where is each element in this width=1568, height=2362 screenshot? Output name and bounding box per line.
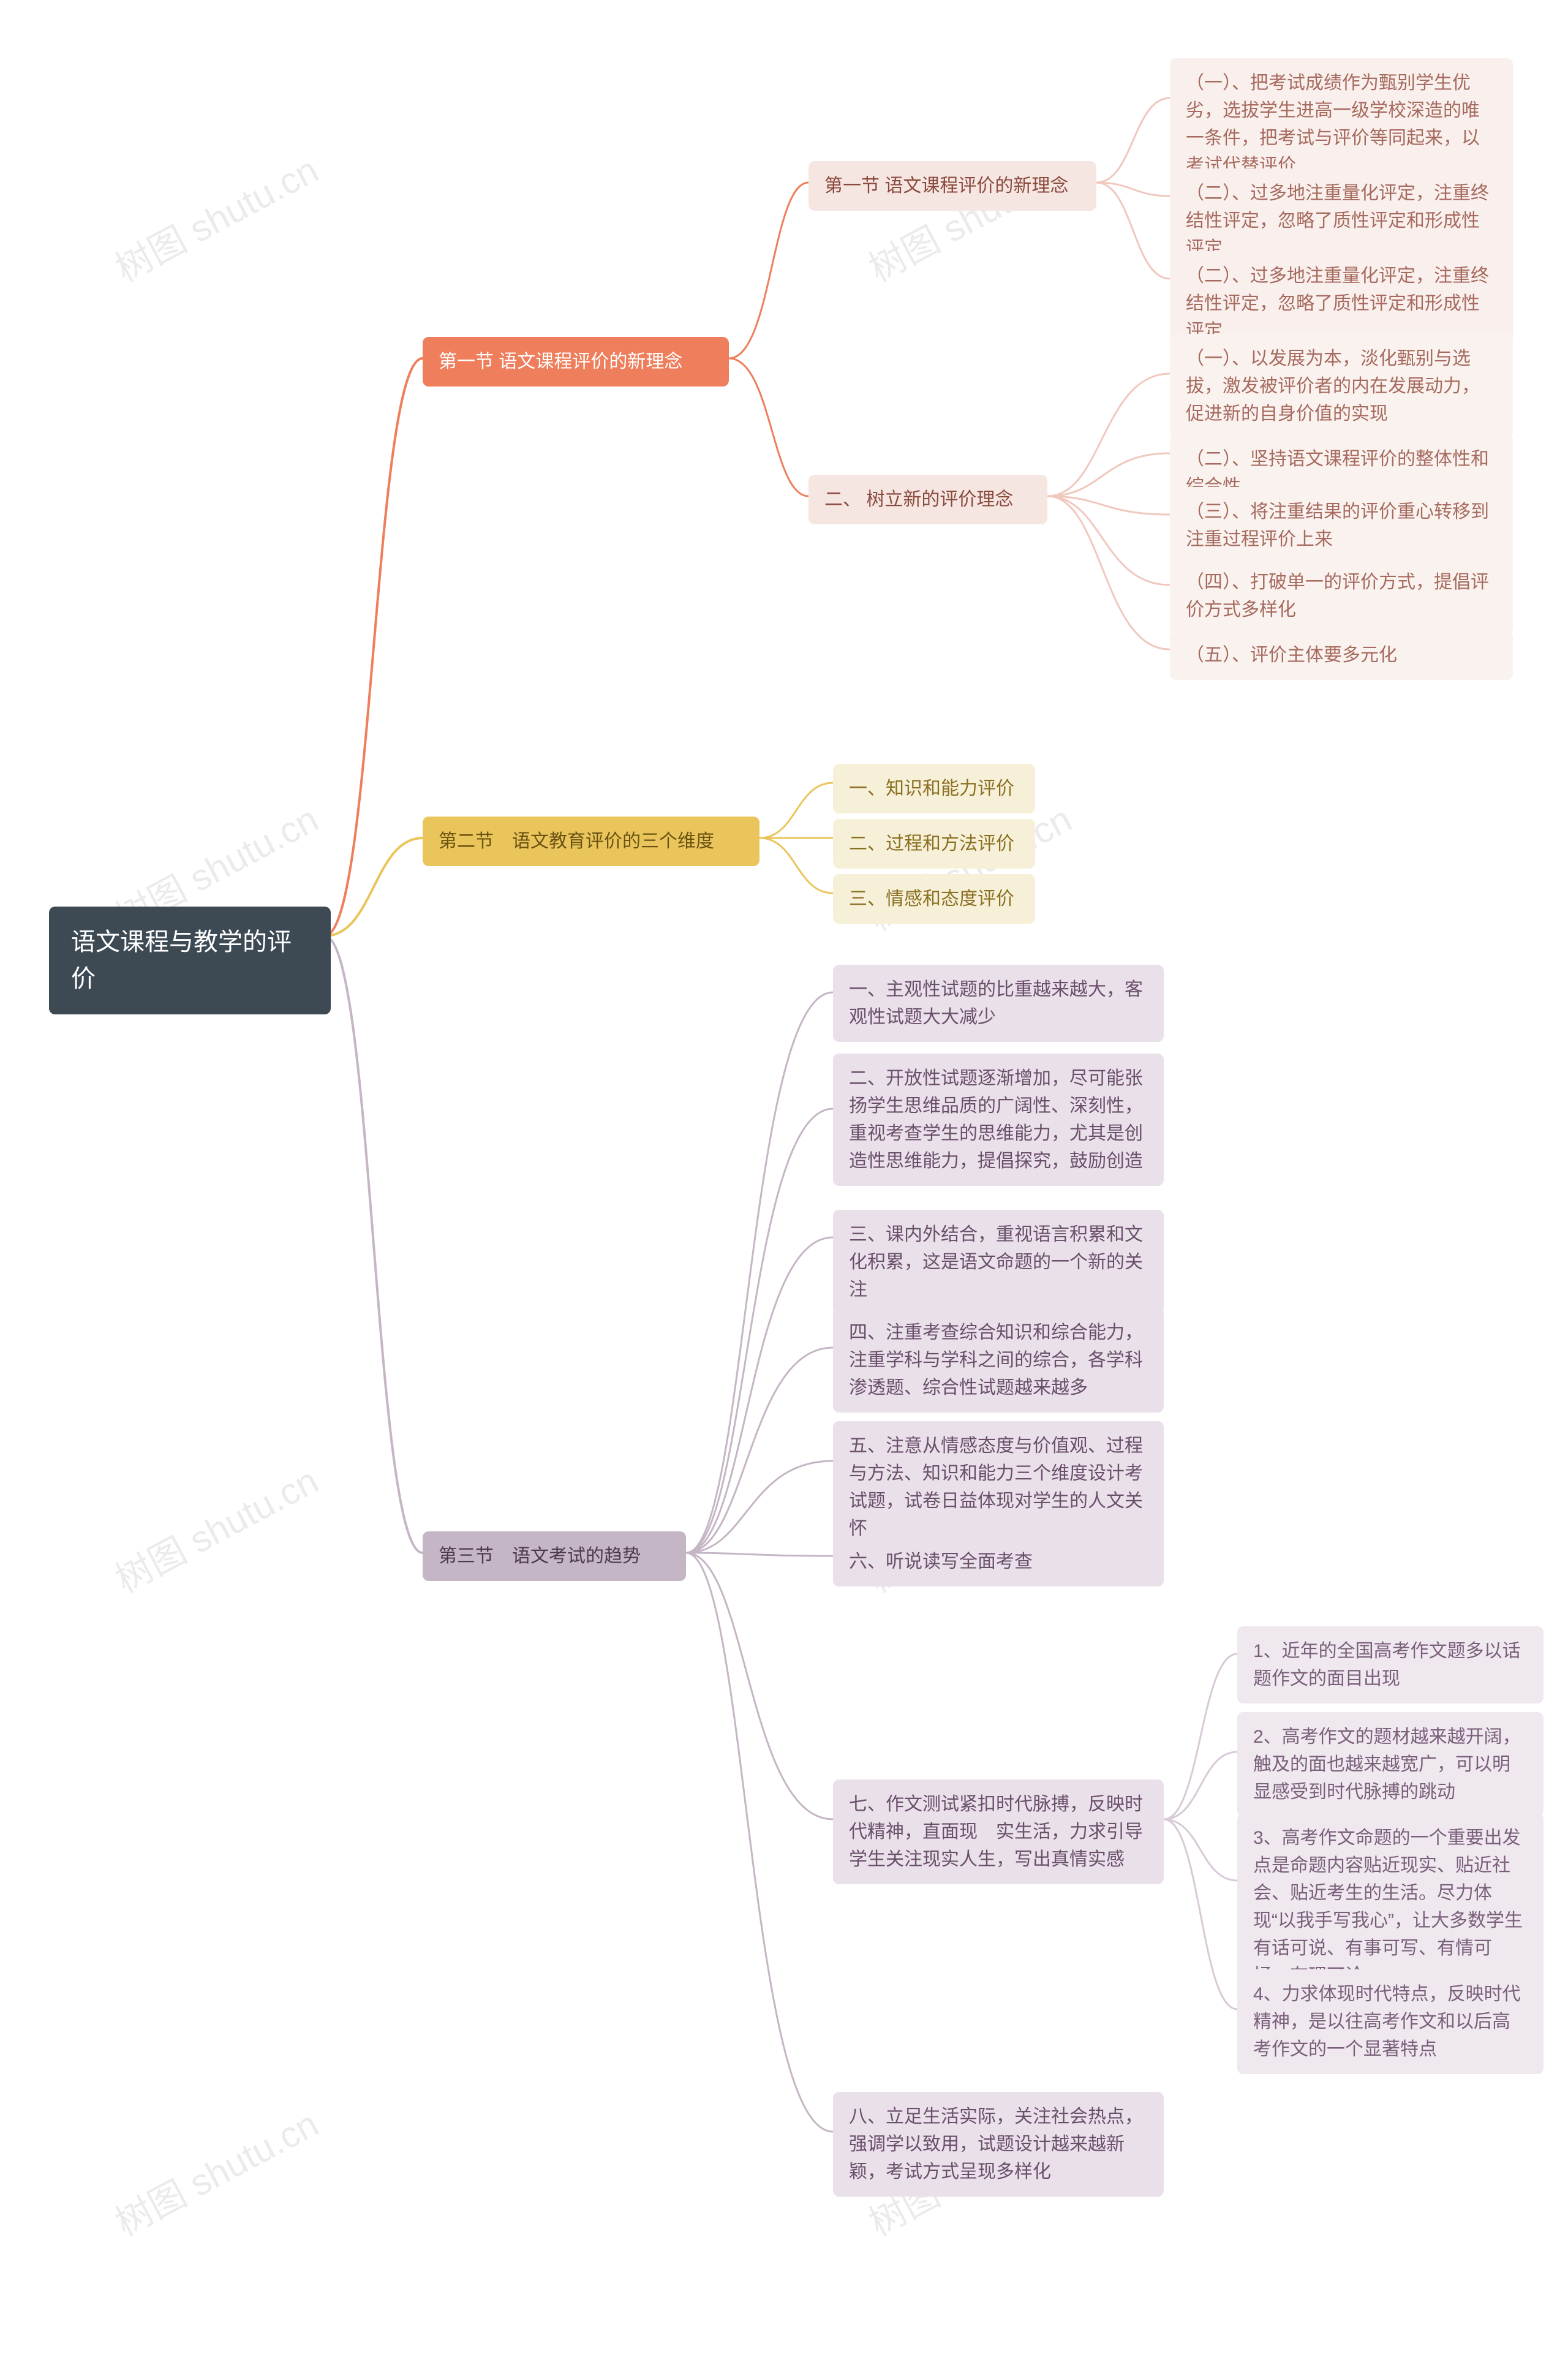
watermark: 树图 shutu.cn — [105, 2095, 326, 2246]
b3-c7-s2[interactable]: 2、高考作文的题材越来越开阔，触及的面也越来越宽广，可以明显感受到时代脉搏的跳动 — [1237, 1712, 1544, 1817]
b3-c4[interactable]: 四、注重考查综合知识和综合能力，注重学科与学科之间的综合，各学科渗透题、综合性试… — [833, 1308, 1164, 1413]
b3-c5[interactable]: 五、注意从情感态度与价值观、过程与方法、知识和能力三个维度设计考试题，试卷日益体… — [833, 1421, 1164, 1553]
b1-sub2-c3[interactable]: （三）、将注重结果的评价重心转移到注重过程评价上来 — [1170, 487, 1513, 564]
b3-c6[interactable]: 六、听说读写全面考查 — [833, 1537, 1164, 1587]
b2-c1[interactable]: 一、知识和能力评价 — [833, 764, 1035, 813]
branch-1[interactable]: 第一节 语文课程评价的新理念 — [423, 337, 729, 387]
mindmap-canvas: 树图 shutu.cn 树图 shutu.cn 树图 shutu.cn 树图 s… — [0, 0, 1568, 2362]
b1-sub2-c1[interactable]: （一）、以发展为本，淡化甄别与选拔，激发被评价者的内在发展动力，促进新的自身价值… — [1170, 334, 1513, 439]
watermark: 树图 shutu.cn — [105, 141, 326, 292]
branch-3[interactable]: 第三节 语文考试的趋势 — [423, 1531, 686, 1581]
b3-c7-s4[interactable]: 4、力求体现时代特点，反映时代精神，是以往高考作文和以后高考作文的一个显著特点 — [1237, 1969, 1544, 2074]
b3-c7[interactable]: 七、作文测试紧扣时代脉搏，反映时代精神，直面现 实生活，力求引导学生关注现实人生… — [833, 1779, 1164, 1884]
b3-c8[interactable]: 八、立足生活实际，关注社会热点，强调学以致用，试题设计越来越新颖，考试方式呈现多… — [833, 2092, 1164, 2197]
b3-c1[interactable]: 一、主观性试题的比重越来越大，客观性试题大大减少 — [833, 965, 1164, 1042]
b1-sub1[interactable]: 第一节 语文课程评价的新理念 — [809, 161, 1096, 211]
root-node[interactable]: 语文课程与教学的评价 — [49, 907, 331, 1014]
b1-sub2-c4[interactable]: （四）、打破单一的评价方式，提倡评价方式多样化 — [1170, 557, 1513, 635]
b1-sub2-c5[interactable]: （五）、评价主体要多元化 — [1170, 630, 1513, 680]
watermark: 树图 shutu.cn — [105, 1452, 326, 1603]
b3-c3[interactable]: 三、课内外结合，重视语言积累和文化积累，这是语文命题的一个新的关注 — [833, 1210, 1164, 1315]
b3-c2[interactable]: 二、开放性试题逐渐增加，尽可能张扬学生思维品质的广阔性、深刻性，重视考查学生的思… — [833, 1054, 1164, 1186]
b2-c2[interactable]: 二、过程和方法评价 — [833, 819, 1035, 869]
b2-c3[interactable]: 三、情感和态度评价 — [833, 874, 1035, 924]
b3-c7-s1[interactable]: 1、近年的全国高考作文题多以话题作文的面目出现 — [1237, 1626, 1544, 1704]
branch-2[interactable]: 第二节 语文教育评价的三个维度 — [423, 817, 760, 866]
b1-sub2[interactable]: 二、 树立新的评价理念 — [809, 475, 1047, 524]
